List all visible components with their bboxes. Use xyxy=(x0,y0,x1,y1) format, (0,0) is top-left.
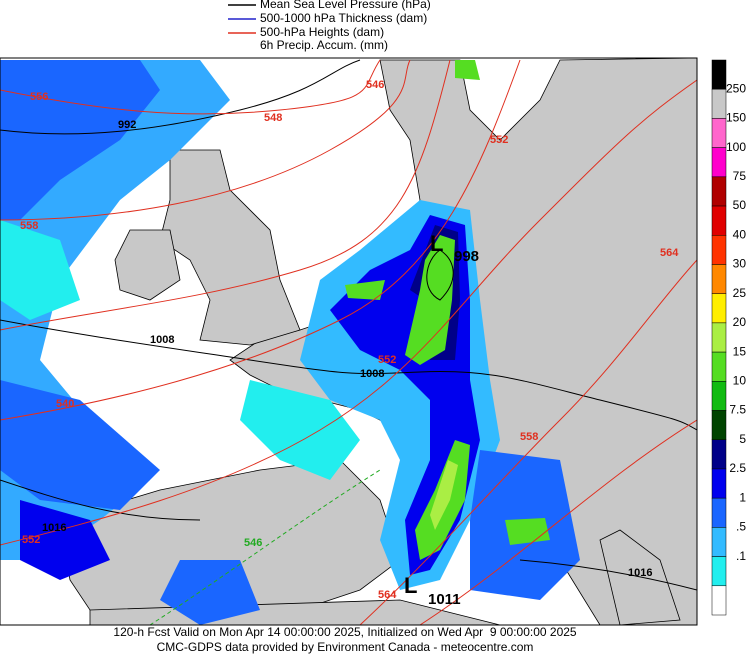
colorbar-label: 50 xyxy=(733,198,747,212)
colorbar-label: 30 xyxy=(733,257,747,271)
precipitation xyxy=(0,60,580,625)
thickness-contour xyxy=(149,469,381,625)
contour-label: 540 xyxy=(56,398,74,410)
contour-label: 548 xyxy=(264,112,282,124)
colorbar-segment xyxy=(711,527,727,557)
colorbar-segment xyxy=(711,468,727,499)
map-border xyxy=(0,57,698,626)
contour-label: 558 xyxy=(20,220,38,232)
colorbar-segment xyxy=(711,118,727,148)
contour-label: 552 xyxy=(378,354,396,366)
colorbar-segment xyxy=(711,556,727,587)
colorbar-segment xyxy=(711,235,727,265)
contour-label: 992 xyxy=(118,119,136,131)
colorbar-label: 1 xyxy=(739,490,746,504)
contour-label: 1008 xyxy=(150,334,174,346)
contour-label: 1016 xyxy=(42,522,66,534)
legend-label: Mean Sea Level Pressure (hPa) xyxy=(260,0,431,11)
contour-label: 546 xyxy=(244,537,262,549)
colorbar-segment xyxy=(711,351,727,382)
colorbar-label: 250 xyxy=(726,81,746,95)
colorbar-segment xyxy=(711,264,727,294)
colorbar-label: 100 xyxy=(726,140,746,154)
colorbar-segment xyxy=(711,585,727,616)
colorbar-label: 40 xyxy=(733,227,747,241)
colorbar-segment xyxy=(711,410,727,440)
colorbar-label: .5 xyxy=(736,520,746,534)
colorbar-label: 2.5 xyxy=(729,461,746,475)
colorbar-label: 75 xyxy=(733,169,747,183)
contour-label: 546 xyxy=(366,79,384,91)
contour-label: 552 xyxy=(22,534,40,546)
colorbar-segment xyxy=(711,176,727,207)
colorbar-label: 5 xyxy=(739,432,746,446)
low-pressure: 1011 xyxy=(428,591,461,608)
contour-label: 564 xyxy=(378,589,397,601)
colorbar-label: 150 xyxy=(726,111,746,125)
low-symbol: L xyxy=(404,573,417,598)
low-symbol: L xyxy=(430,231,443,256)
colorbar-segment xyxy=(711,293,727,324)
footer-line: 120-h Fcst Valid on Mon Apr 14 00:00:00 … xyxy=(113,625,577,639)
colorbar-segment xyxy=(711,59,727,90)
legend-label: 6h Precip. Accum. (mm) xyxy=(260,38,388,52)
colorbar-segment xyxy=(711,205,727,236)
colorbar-label: 15 xyxy=(733,344,747,358)
low-pressure: 998 xyxy=(454,248,479,265)
footer-line: CMC-GDPS data provided by Environment Ca… xyxy=(157,640,534,654)
legend: Mean Sea Level Pressure (hPa) 500-1000 h… xyxy=(228,0,431,52)
contour-label: 1016 xyxy=(628,567,652,579)
colorbar-label: 20 xyxy=(733,315,747,329)
colorbar-label: 7.5 xyxy=(729,403,746,417)
map: 556 992 548 546 552 558 1008 1008 552 54… xyxy=(0,57,698,626)
colorbar-label: 10 xyxy=(733,373,747,387)
colorbar-label: .1 xyxy=(736,549,746,563)
contour-label: 564 xyxy=(660,247,679,259)
colorbar-label: 25 xyxy=(733,286,747,300)
colorbar-segment xyxy=(711,88,727,119)
pressure-contours xyxy=(0,59,697,591)
legend-label: 500-1000 hPa Thickness (dam) xyxy=(260,11,427,25)
legend-label: 500-hPa Heights (dam) xyxy=(260,25,384,39)
colorbar: 250 150 100 75 50 40 30 25 20 15 10 7.5 5 2.5 1 .5 .1 xyxy=(711,59,747,616)
contour-label: 552 xyxy=(490,134,508,146)
colorbar-segment xyxy=(711,439,727,470)
colorbar-segment xyxy=(711,381,727,411)
height-contours xyxy=(0,59,697,625)
contour-label: 1008 xyxy=(360,368,384,380)
colorbar-segment xyxy=(711,497,727,528)
contour-label: 558 xyxy=(520,431,538,443)
contour-label: 556 xyxy=(30,91,48,103)
colorbar-segment xyxy=(711,322,727,353)
colorbar-segment xyxy=(711,147,727,178)
